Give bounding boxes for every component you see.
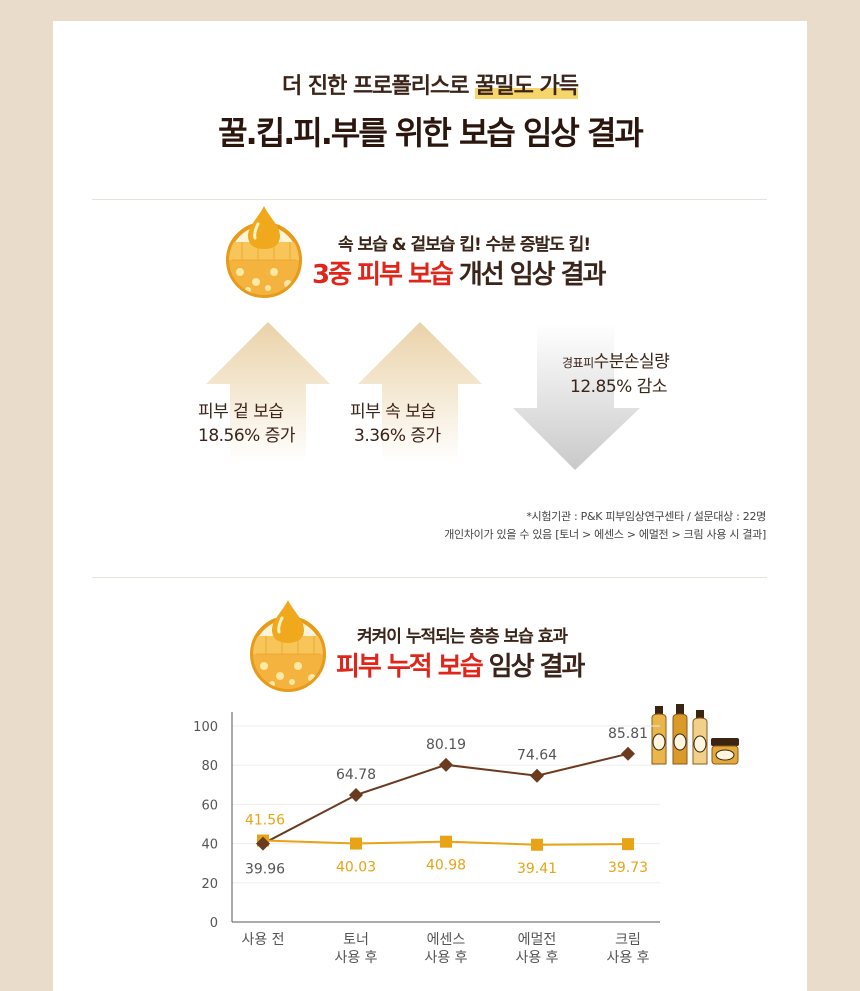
- data-point-square: [440, 835, 452, 848]
- x-tick-label: 사용 후: [424, 950, 467, 966]
- data-label: 74.64: [517, 748, 557, 764]
- section1-title: 3중 피부 보습 개선 임상 결과: [312, 260, 606, 290]
- y-tick-label: 20: [201, 877, 218, 892]
- page-title: 꿀.킵.피.부를 위한 보습 임상 결과: [218, 114, 644, 152]
- y-tick-label: 100: [193, 720, 218, 735]
- data-label: 85.81: [608, 726, 648, 742]
- y-tick-label: 0: [210, 916, 218, 931]
- up-arrow-outer: [206, 322, 330, 462]
- section1-subtitle: 속 보습 & 겉보습 킵! 수분 증발도 킵!: [338, 235, 591, 255]
- x-tick-label: 토너: [343, 932, 369, 948]
- data-point-diamond: [530, 768, 544, 783]
- up-arrow-inner: [358, 322, 482, 462]
- arrow-label-inner: 피부 속 보습 3.36% 증가: [350, 402, 441, 446]
- x-tick-label: 에센스: [427, 932, 466, 948]
- skin-layer-icon: [250, 600, 326, 692]
- data-point-square: [531, 838, 543, 851]
- y-tick-label: 40: [201, 838, 218, 853]
- arrow-label-water-loss: 경표피수분손실량 12.85% 감소: [562, 352, 670, 397]
- data-label: 80.19: [426, 737, 466, 753]
- data-label: 40.03: [336, 860, 376, 876]
- down-arrow-water-loss: [513, 324, 640, 470]
- x-tick-label: 사용 후: [334, 950, 377, 966]
- x-tick-label: 사용 후: [606, 950, 649, 966]
- disclaimer-note: 개인차이가 있을 수 있음 [토너 > 에센스 > 에멀전 > 크림 사용 시 …: [444, 528, 766, 541]
- page-subtitle: 더 진한 프로폴리스로 꿀밀도 가득: [281, 74, 579, 99]
- skin-layer-icon: [226, 206, 302, 298]
- section2-title: 피부 누적 보습 임상 결과: [336, 652, 585, 682]
- divider: [92, 577, 767, 578]
- data-label: 40.98: [426, 858, 466, 874]
- data-point-diamond: [439, 757, 453, 772]
- data-label: 39.41: [517, 861, 557, 877]
- data-label: 39.96: [245, 862, 285, 878]
- y-tick-label: 80: [201, 759, 218, 774]
- subtitle-highlight: 꿀밀도 가득: [475, 74, 579, 99]
- arrow-label-outer: 피부 겉 보습 18.56% 증가: [198, 402, 296, 446]
- data-label: 64.78: [336, 767, 376, 783]
- data-point-diamond: [621, 746, 635, 761]
- content-card: [53, 21, 807, 991]
- y-tick-label: 60: [201, 798, 218, 813]
- data-label: 41.56: [245, 813, 285, 829]
- x-tick-label: 사용 후: [515, 950, 558, 966]
- x-tick-label: 에멀전: [518, 932, 557, 948]
- x-tick-label: 사용 전: [241, 932, 284, 948]
- data-label: 39.73: [608, 860, 648, 876]
- data-point-square: [350, 837, 362, 850]
- divider: [92, 199, 767, 200]
- data-point-diamond: [349, 788, 363, 803]
- section2-subtitle: 켜켜이 누적되는 층층 보습 효과: [357, 627, 568, 647]
- data-point-square: [622, 838, 634, 851]
- arrow-graphics: [206, 322, 640, 470]
- data-point-diamond: [256, 836, 270, 851]
- x-tick-label: 크림: [615, 932, 641, 948]
- test-note: *시험기관 : P&K 피부임상연구센타 / 설문대상 : 22명: [526, 510, 766, 523]
